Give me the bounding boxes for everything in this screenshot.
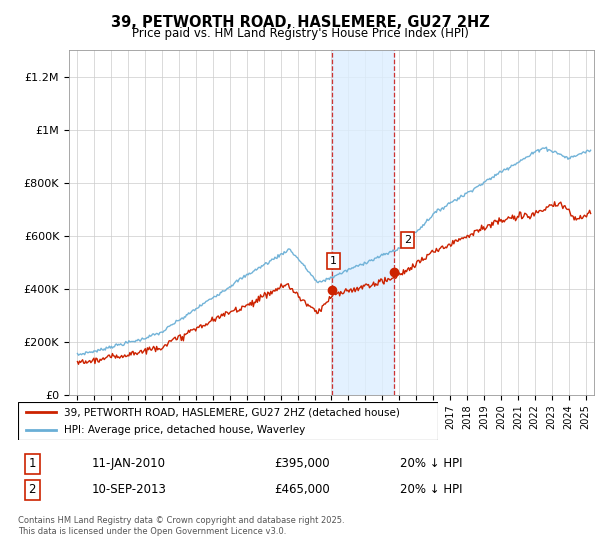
Text: 2: 2: [404, 235, 411, 245]
Text: £395,000: £395,000: [275, 457, 330, 470]
Text: Contains HM Land Registry data © Crown copyright and database right 2025.
This d: Contains HM Land Registry data © Crown c…: [18, 516, 344, 536]
Text: 1: 1: [29, 457, 36, 470]
Text: Price paid vs. HM Land Registry's House Price Index (HPI): Price paid vs. HM Land Registry's House …: [131, 27, 469, 40]
Text: 20% ↓ HPI: 20% ↓ HPI: [400, 457, 463, 470]
Text: 20% ↓ HPI: 20% ↓ HPI: [400, 483, 463, 496]
Text: 39, PETWORTH ROAD, HASLEMERE, GU27 2HZ: 39, PETWORTH ROAD, HASLEMERE, GU27 2HZ: [110, 15, 490, 30]
Text: 1: 1: [330, 256, 337, 266]
Text: HPI: Average price, detached house, Waverley: HPI: Average price, detached house, Wave…: [64, 425, 305, 435]
Text: 2: 2: [29, 483, 36, 496]
Text: £465,000: £465,000: [275, 483, 330, 496]
Text: 10-SEP-2013: 10-SEP-2013: [92, 483, 167, 496]
Text: 11-JAN-2010: 11-JAN-2010: [92, 457, 166, 470]
Text: 39, PETWORTH ROAD, HASLEMERE, GU27 2HZ (detached house): 39, PETWORTH ROAD, HASLEMERE, GU27 2HZ (…: [64, 407, 400, 417]
Bar: [332, 50, 394, 395]
